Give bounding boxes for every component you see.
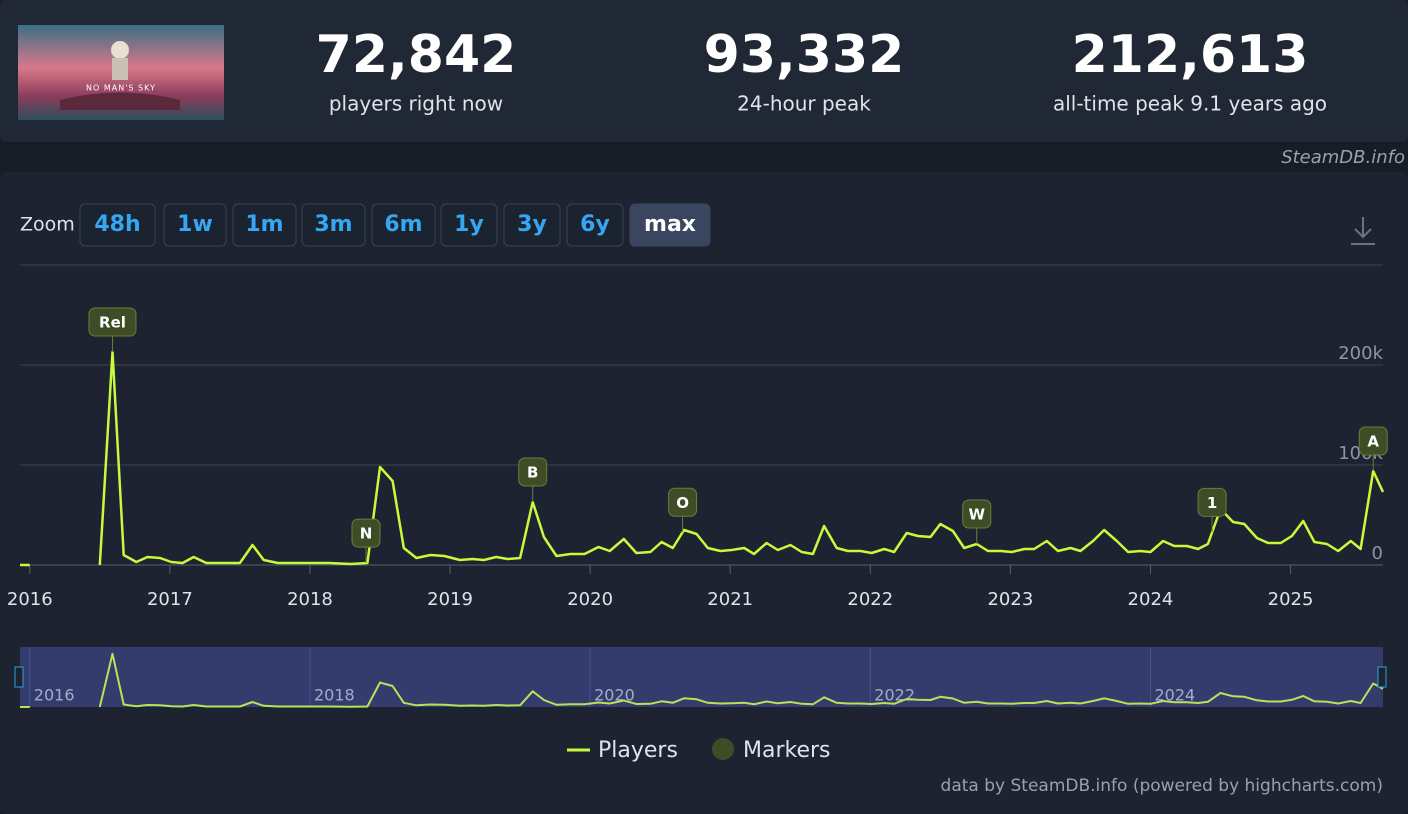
x-tick-label: 2023 <box>987 589 1033 610</box>
zoom-button[interactable]: max <box>629 203 711 247</box>
x-tick-label: 2021 <box>707 589 753 610</box>
navigator[interactable] <box>20 647 1383 707</box>
header-panel <box>0 0 1408 142</box>
zoom-button-bg <box>371 203 436 247</box>
x-tick-label: 2018 <box>287 589 333 610</box>
marker-label: W <box>968 506 985 524</box>
event-marker[interactable]: B <box>518 457 548 502</box>
x-tick-label: 2020 <box>567 589 613 610</box>
players-line <box>98 350 1385 566</box>
stat-value: 93,332 <box>704 25 905 85</box>
marker-label: A <box>1367 433 1379 451</box>
legend-markers-swatch <box>712 738 734 760</box>
event-marker[interactable]: Rel <box>88 307 137 352</box>
marker-box <box>351 518 381 548</box>
marker-box <box>518 457 548 487</box>
zoom-button-label: 1y <box>454 212 484 237</box>
zoom-button-label: 3y <box>517 212 547 237</box>
zoom-button[interactable]: 1w <box>163 203 227 247</box>
navigator-tick-label: 2018 <box>314 686 355 705</box>
zoom-button-label: 3m <box>314 212 352 237</box>
game-title: NO MAN'S SKY <box>86 84 156 93</box>
legend-markers-label[interactable]: Markers <box>743 738 831 763</box>
zoom-button-label: 6m <box>384 212 422 237</box>
marker-box <box>88 307 137 337</box>
zoom-button[interactable]: 3m <box>301 203 366 247</box>
zoom-button-bg <box>440 203 498 247</box>
marker-box <box>1358 426 1388 456</box>
stat-label: all-time peak 9.1 years ago <box>1053 92 1327 116</box>
zoom-button[interactable]: 3y <box>503 203 561 247</box>
x-tick-label: 2016 <box>7 589 53 610</box>
zoom-button-label: 6y <box>580 212 610 237</box>
stat-label: players right now <box>329 92 503 116</box>
y-tick-label: 0 <box>1372 543 1383 564</box>
x-tick-label: 2017 <box>147 589 193 610</box>
x-tick-label: 2025 <box>1268 589 1314 610</box>
download-icon[interactable] <box>1351 217 1375 245</box>
zoom-button[interactable]: 6y <box>566 203 624 247</box>
stat-value: 72,842 <box>316 25 517 85</box>
legend-players-label[interactable]: Players <box>598 738 678 763</box>
game-art: NO MAN'S SKY <box>18 25 224 120</box>
x-tick-label: 2022 <box>847 589 893 610</box>
event-marker[interactable]: 1 <box>1197 487 1227 533</box>
zoom-button-bg <box>163 203 227 247</box>
marker-box <box>1197 487 1227 517</box>
zoom-button-bg <box>629 203 711 247</box>
zoom-button-label: 48h <box>94 212 140 237</box>
zoom-button[interactable]: 1y <box>440 203 498 247</box>
chart-panel <box>0 172 1408 814</box>
marker-label: Rel <box>99 314 126 332</box>
stat-value: 212,613 <box>1072 25 1309 85</box>
navigator-tick-label: 2022 <box>874 686 915 705</box>
marker-label: B <box>527 464 538 482</box>
credit: data by SteamDB.info (powered by highcha… <box>941 776 1383 796</box>
marker-label: N <box>360 525 373 543</box>
stat-label: 24-hour peak <box>737 92 871 116</box>
zoom-button-label: 1w <box>177 212 213 237</box>
x-tick-label: 2024 <box>1128 589 1174 610</box>
source-label: SteamDB.info <box>1281 147 1405 168</box>
marker-label: O <box>676 494 689 512</box>
zoom-button-bg <box>566 203 624 247</box>
event-marker[interactable]: W <box>962 499 992 544</box>
x-tick-label: 2019 <box>427 589 473 610</box>
zoom-button-bg <box>79 203 156 247</box>
navigator-tick-label: 2016 <box>34 686 75 705</box>
navigator-tick-label: 2024 <box>1154 686 1195 705</box>
marker-box <box>962 499 992 529</box>
zoom-label: Zoom <box>20 214 75 236</box>
y-tick-label: 200k <box>1338 343 1383 364</box>
event-marker[interactable]: N <box>351 518 381 564</box>
zoom-button-label: 1m <box>245 212 283 237</box>
navigator-handle[interactable] <box>1377 666 1387 688</box>
event-marker[interactable]: O <box>668 487 698 533</box>
zoom-button-bg <box>301 203 366 247</box>
event-marker[interactable]: A <box>1358 426 1388 471</box>
zoom-button-bg <box>503 203 561 247</box>
zoom-button[interactable]: 48h <box>79 203 156 247</box>
marker-box <box>668 487 698 517</box>
zoom-button-bg <box>232 203 297 247</box>
marker-label: 1 <box>1207 494 1217 512</box>
zoom-button-label: max <box>644 212 696 237</box>
zoom-button[interactable]: 6m <box>371 203 436 247</box>
navigator-line <box>98 652 1384 708</box>
navigator-handle[interactable] <box>14 666 24 688</box>
zoom-button[interactable]: 1m <box>232 203 297 247</box>
